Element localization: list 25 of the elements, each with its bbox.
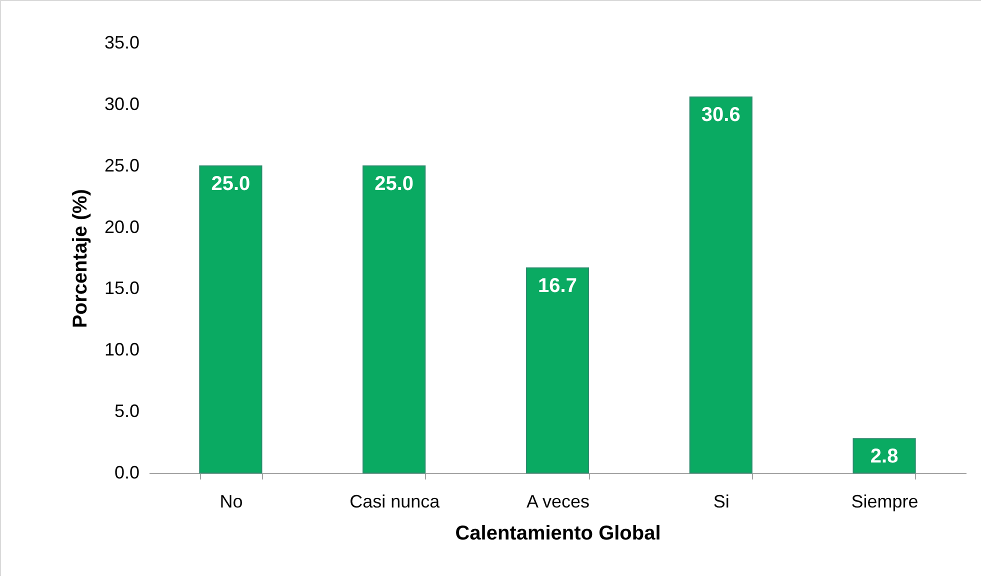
- y-tick-label: 0.0: [114, 462, 140, 482]
- y-axis-title: Porcentaje (%): [69, 189, 92, 328]
- x-tick-label: A veces: [526, 492, 590, 512]
- y-tick-label: 35.0: [104, 32, 140, 52]
- x-tick-label: No: [220, 492, 243, 512]
- bar: [852, 438, 916, 474]
- x-tick-label: Siempre: [851, 492, 918, 512]
- x-tick-label: Casi nunca: [350, 492, 441, 512]
- y-tick-label: 25.0: [104, 155, 140, 176]
- bar: [689, 96, 752, 474]
- data-label: 2.8: [870, 446, 898, 468]
- data-label: 25.0: [374, 172, 414, 195]
- x-tick-label: Si: [713, 492, 730, 512]
- y-tick-label: 5.0: [114, 401, 140, 422]
- data-label: 30.6: [701, 104, 740, 126]
- bar: [526, 267, 590, 474]
- bar: [199, 165, 262, 474]
- y-tick-label: 10.0: [104, 340, 140, 360]
- y-tick-label: 15.0: [104, 278, 140, 298]
- data-label: 25.0: [211, 172, 250, 195]
- bar: [362, 165, 426, 474]
- y-tick-label: 30.0: [104, 94, 140, 114]
- y-tick-label: 20.0: [104, 216, 140, 237]
- x-axis-title: Calentamiento Global: [455, 522, 661, 544]
- data-label: 16.7: [538, 274, 577, 297]
